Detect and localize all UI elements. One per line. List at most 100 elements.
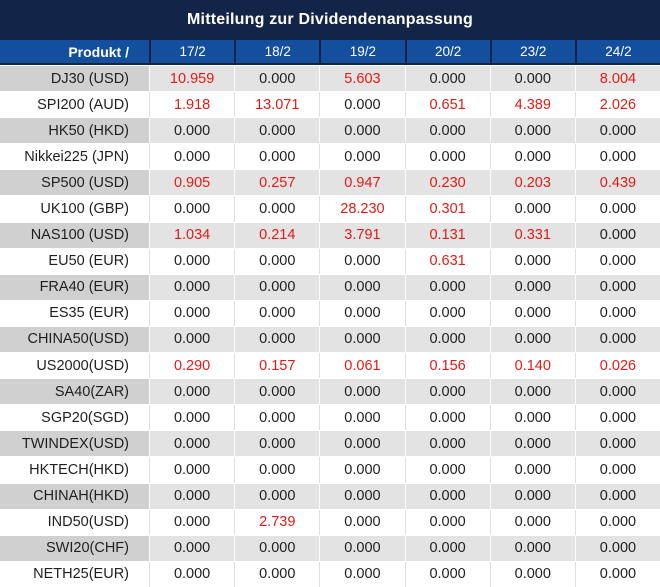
value-cell: 28.230 bbox=[319, 196, 404, 222]
product-cell: ES35 (EUR) bbox=[49, 305, 129, 322]
value-cell: 0.000 bbox=[149, 118, 234, 144]
value-cell: 0.000 bbox=[149, 483, 234, 509]
value-cell: 0.156 bbox=[404, 353, 490, 379]
table-header-row: Produkt / 17/2 18/2 19/2 20/2 23/2 24/2 bbox=[0, 39, 660, 65]
value-cell: 0.000 bbox=[404, 431, 490, 457]
value-cell: 0.000 bbox=[404, 535, 490, 561]
product-cell: EU50 (EUR) bbox=[48, 253, 129, 270]
value-cell: 0.000 bbox=[234, 561, 319, 587]
value-cell: 0.000 bbox=[574, 144, 660, 170]
table-row: NAS100 (USD) 1.034 0.214 3.791 0.131 0.331 0.0… bbox=[0, 221, 660, 249]
column-header-date: 18/2 bbox=[234, 39, 320, 65]
value-cell: 4.389 bbox=[489, 92, 575, 118]
value-cell: 0.000 bbox=[234, 144, 319, 170]
value-cell: 0.000 bbox=[404, 379, 490, 405]
value-cell: 0.157 bbox=[234, 353, 319, 379]
value-cell: 0.439 bbox=[574, 170, 660, 196]
product-cell: UK100 (GBP) bbox=[40, 201, 129, 218]
value-cell: 0.000 bbox=[404, 457, 490, 483]
value-cell: 0.000 bbox=[489, 405, 575, 431]
value-cell: 0.000 bbox=[319, 326, 404, 353]
value-cell: 0.000 bbox=[319, 483, 404, 509]
value-cell: 0.000 bbox=[404, 561, 490, 587]
value-cell: 0.131 bbox=[404, 222, 490, 248]
value-cell: 0.000 bbox=[149, 300, 234, 326]
value-cell: 0.947 bbox=[319, 170, 404, 196]
product-cell: HK50 (HKD) bbox=[0, 118, 149, 144]
value-cell: 0.000 bbox=[489, 66, 575, 92]
value-cell: 0.000 bbox=[489, 196, 575, 222]
value-cell: 0.000 bbox=[234, 66, 319, 92]
value-cell: 0.203 bbox=[489, 170, 575, 196]
column-header-date: 17/2 bbox=[149, 39, 235, 65]
table-row: SWI20(CHF) 0.000 0.000 0.000 0.000 0.000 0.000 bbox=[0, 534, 660, 562]
value-cell: 0.000 bbox=[489, 509, 575, 535]
value-cell: 0.000 bbox=[574, 509, 660, 535]
value-cell: 0.000 bbox=[234, 274, 319, 300]
value-cell: 0.000 bbox=[234, 483, 319, 509]
value-cell: 0.000 bbox=[574, 457, 660, 483]
value-cell: 0.000 bbox=[319, 144, 404, 170]
value-cell: 0.000 bbox=[489, 118, 575, 144]
product-cell: Nikkei225 (JPN) bbox=[24, 148, 129, 165]
value-cell: 0.000 bbox=[404, 144, 490, 170]
value-cell: 0.000 bbox=[574, 326, 660, 353]
value-cell: 10.959 bbox=[149, 66, 234, 92]
value-cell: 0.000 bbox=[574, 300, 660, 326]
value-cell: 0.000 bbox=[319, 561, 404, 587]
value-cell: 1.918 bbox=[149, 92, 234, 118]
value-cell: 0.000 bbox=[574, 196, 660, 222]
value-cell: 13.071 bbox=[234, 92, 319, 118]
value-cell: 0.061 bbox=[319, 353, 404, 379]
table-row: IND50(USD) 0.000 2.739 0.000 0.000 0.000 0.000 bbox=[0, 509, 660, 535]
value-cell: 0.000 bbox=[234, 300, 319, 326]
value-cell: 8.004 bbox=[574, 66, 660, 92]
table-row: US2000(USD) 0.290 0.157 0.061 0.156 0.140 0.02… bbox=[0, 353, 660, 379]
value-cell: 0.000 bbox=[404, 274, 490, 300]
product-cell: NAS100 (USD) bbox=[0, 222, 149, 248]
value-cell: 0.290 bbox=[149, 353, 234, 379]
value-cell: 0.000 bbox=[404, 66, 490, 92]
value-cell: 0.026 bbox=[574, 353, 660, 379]
value-cell: 0.000 bbox=[149, 561, 234, 587]
value-cell: 0.000 bbox=[319, 509, 404, 535]
column-header-date: 23/2 bbox=[489, 39, 575, 65]
value-cell: 0.000 bbox=[489, 274, 575, 300]
value-cell: 0.000 bbox=[574, 405, 660, 431]
value-cell: 0.000 bbox=[574, 118, 660, 144]
value-cell: 1.034 bbox=[149, 222, 234, 248]
value-cell: 0.000 bbox=[574, 248, 660, 274]
value-cell: 0.301 bbox=[404, 196, 490, 222]
value-cell: 0.000 bbox=[404, 326, 490, 353]
value-cell: 0.000 bbox=[489, 379, 575, 405]
value-cell: 0.000 bbox=[149, 326, 234, 353]
value-cell: 0.000 bbox=[149, 457, 234, 483]
table-row: HK50 (HKD) 0.000 0.000 0.000 0.000 0.000 0.000 bbox=[0, 117, 660, 145]
value-cell: 0.000 bbox=[319, 248, 404, 274]
value-cell: 0.230 bbox=[404, 170, 490, 196]
value-cell: 0.000 bbox=[574, 535, 660, 561]
value-cell: 0.000 bbox=[574, 379, 660, 405]
value-cell: 0.000 bbox=[234, 457, 319, 483]
column-header-date: 20/2 bbox=[404, 39, 490, 65]
value-cell: 0.000 bbox=[489, 431, 575, 457]
title-bar: Mitteilung zur Dividendenanpassung bbox=[0, 0, 660, 39]
value-cell: 0.257 bbox=[234, 170, 319, 196]
value-cell: 0.000 bbox=[489, 561, 575, 587]
product-cell: NETH25(EUR) bbox=[33, 566, 129, 583]
value-cell: 2.026 bbox=[574, 92, 660, 118]
product-cell: SGP20(SGD) bbox=[41, 409, 129, 426]
value-cell: 0.000 bbox=[234, 379, 319, 405]
table-row: FRA40 (EUR) 0.000 0.000 0.000 0.000 0.000 0.00… bbox=[0, 273, 660, 301]
product-cell: TWINDEX(USD) bbox=[0, 431, 149, 457]
table-row: CHINA50(USD) 0.000 0.000 0.000 0.000 0.000 0.0… bbox=[0, 325, 660, 354]
product-cell: FRA40 (EUR) bbox=[0, 274, 149, 300]
value-cell: 5.603 bbox=[319, 66, 404, 92]
table-row: ES35 (EUR) 0.000 0.000 0.000 0.000 0.000 0.000 bbox=[0, 300, 660, 326]
value-cell: 0.000 bbox=[234, 326, 319, 353]
value-cell: 0.000 bbox=[319, 274, 404, 300]
table-row: SP500 (USD) 0.905 0.257 0.947 0.230 0.203 0.43… bbox=[0, 169, 660, 197]
page-title: Mitteilung zur Dividendenanpassung bbox=[187, 10, 473, 28]
value-cell: 0.000 bbox=[319, 431, 404, 457]
table-row: Nikkei225 (JPN) 0.000 0.000 0.000 0.000 0.000… bbox=[0, 144, 660, 170]
